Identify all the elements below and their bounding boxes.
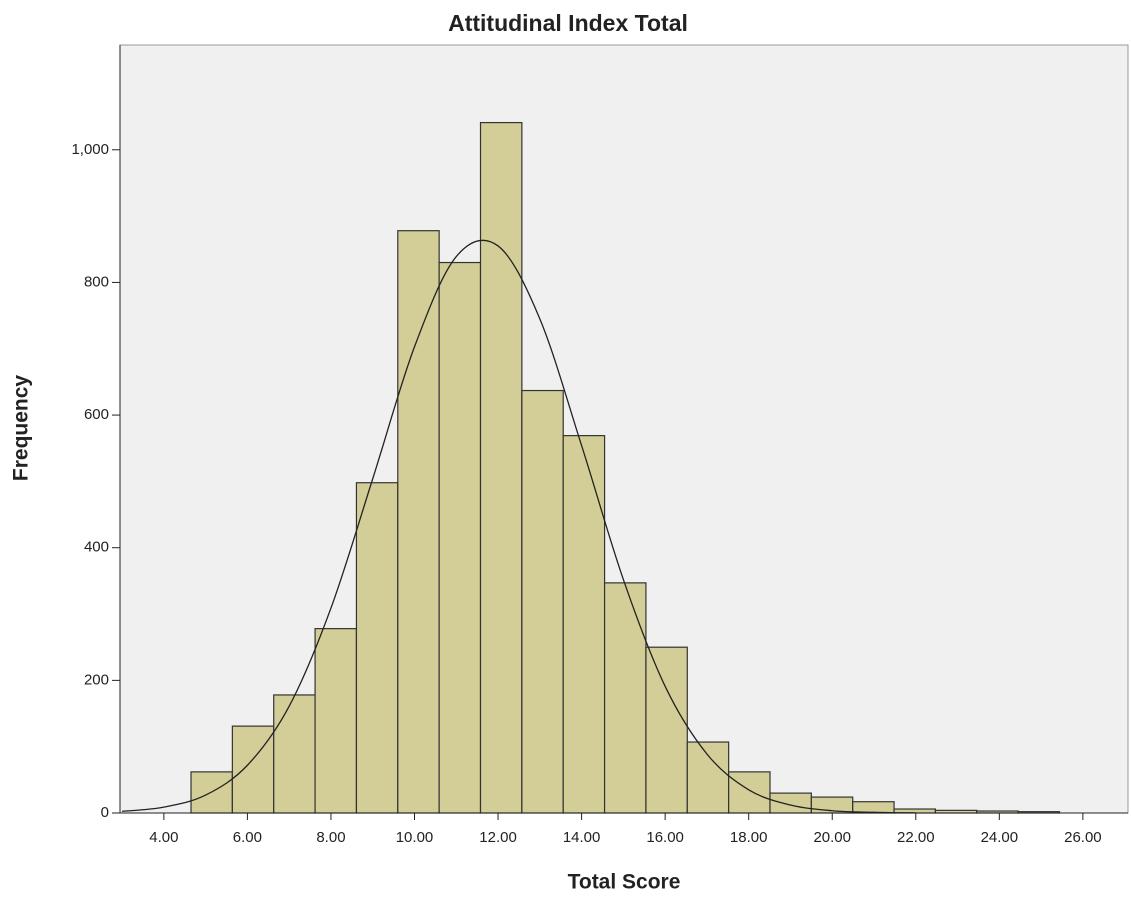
bar <box>397 230 440 814</box>
bar <box>355 482 399 814</box>
y-tick-label: 1,000 <box>71 141 109 158</box>
x-tick-label: 4.00 <box>149 829 178 846</box>
bar <box>479 121 523 814</box>
y-tick-label: 200 <box>84 671 109 688</box>
bar <box>603 582 647 814</box>
bar <box>769 792 812 814</box>
x-tick-label: 10.00 <box>396 829 434 846</box>
bar <box>273 694 316 814</box>
x-tick-label: 22.00 <box>897 829 935 846</box>
y-axis-title: Frequency <box>10 375 33 482</box>
y-tick-label: 0 <box>101 804 109 821</box>
normal-curve <box>122 239 916 814</box>
bar <box>645 646 688 814</box>
bar <box>314 628 358 814</box>
bar <box>521 389 564 814</box>
x-tick-label: 14.00 <box>563 829 601 846</box>
bar <box>562 435 606 814</box>
x-tick-label: 8.00 <box>316 829 345 846</box>
y-tick-label: 800 <box>84 273 109 290</box>
x-tick-label: 18.00 <box>730 829 768 846</box>
bar <box>852 801 895 814</box>
x-tick-label: 12.00 <box>479 829 517 846</box>
bar <box>438 261 482 814</box>
x-tick-label: 26.00 <box>1064 829 1102 846</box>
y-tick-label: 400 <box>84 539 109 556</box>
bar <box>728 771 771 814</box>
bar <box>231 725 275 814</box>
x-tick-label: 6.00 <box>233 829 262 846</box>
chart-title: Attitudinal Index Total <box>448 10 688 36</box>
x-axis-title: Total Score <box>568 871 681 894</box>
x-tick-label: 20.00 <box>813 829 851 846</box>
y-tick-label: 600 <box>84 406 109 423</box>
bar <box>686 741 730 814</box>
x-tick-label: 16.00 <box>646 829 684 846</box>
x-tick-label: 24.00 <box>981 829 1019 846</box>
